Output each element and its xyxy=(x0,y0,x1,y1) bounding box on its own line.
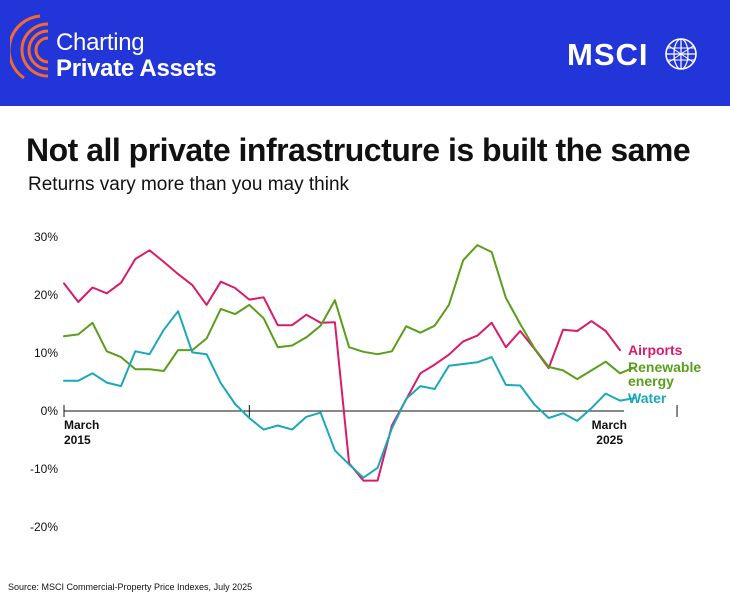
chart-subtitle: Returns vary more than you may think xyxy=(28,174,350,195)
series-line-airports xyxy=(63,249,621,482)
brand-line-1: Charting xyxy=(56,29,145,56)
brand-title: Charting Private Assets xyxy=(56,29,217,82)
legend-label-renewable-energy: Renewable xyxy=(628,359,701,375)
legend-label-renewable-energy-line2: energy xyxy=(628,373,674,389)
y-tick-label: 0% xyxy=(41,404,59,418)
y-tick-label: 10% xyxy=(34,346,58,360)
x-start-label-month: March xyxy=(64,418,99,432)
y-tick-label: 30% xyxy=(34,230,58,244)
x-end-label-month: March xyxy=(592,418,627,432)
brand-line-2: Private Assets xyxy=(56,55,217,82)
legend-label-airports: Airports xyxy=(628,342,683,358)
chart-title: Not all private infrastructure is built … xyxy=(26,132,691,168)
company-logo-text: MSCI xyxy=(567,37,649,72)
header-banner: Charting Private Assets MSCI xyxy=(0,0,730,106)
y-tick-label: -20% xyxy=(30,520,58,534)
legend-label-water: Water xyxy=(628,390,667,406)
globe-icon xyxy=(665,38,697,70)
x-end-label-year: 2025 xyxy=(596,433,623,447)
y-tick-label: -10% xyxy=(30,462,58,476)
orange-arcs-icon xyxy=(10,14,49,80)
x-start-label-year: 2015 xyxy=(64,433,91,447)
series-line-water xyxy=(63,310,636,479)
y-tick-label: 20% xyxy=(34,288,58,302)
series-line-renewable-energy xyxy=(63,244,636,381)
source-note: Source: MSCI Commercial-Property Price I… xyxy=(8,582,253,592)
